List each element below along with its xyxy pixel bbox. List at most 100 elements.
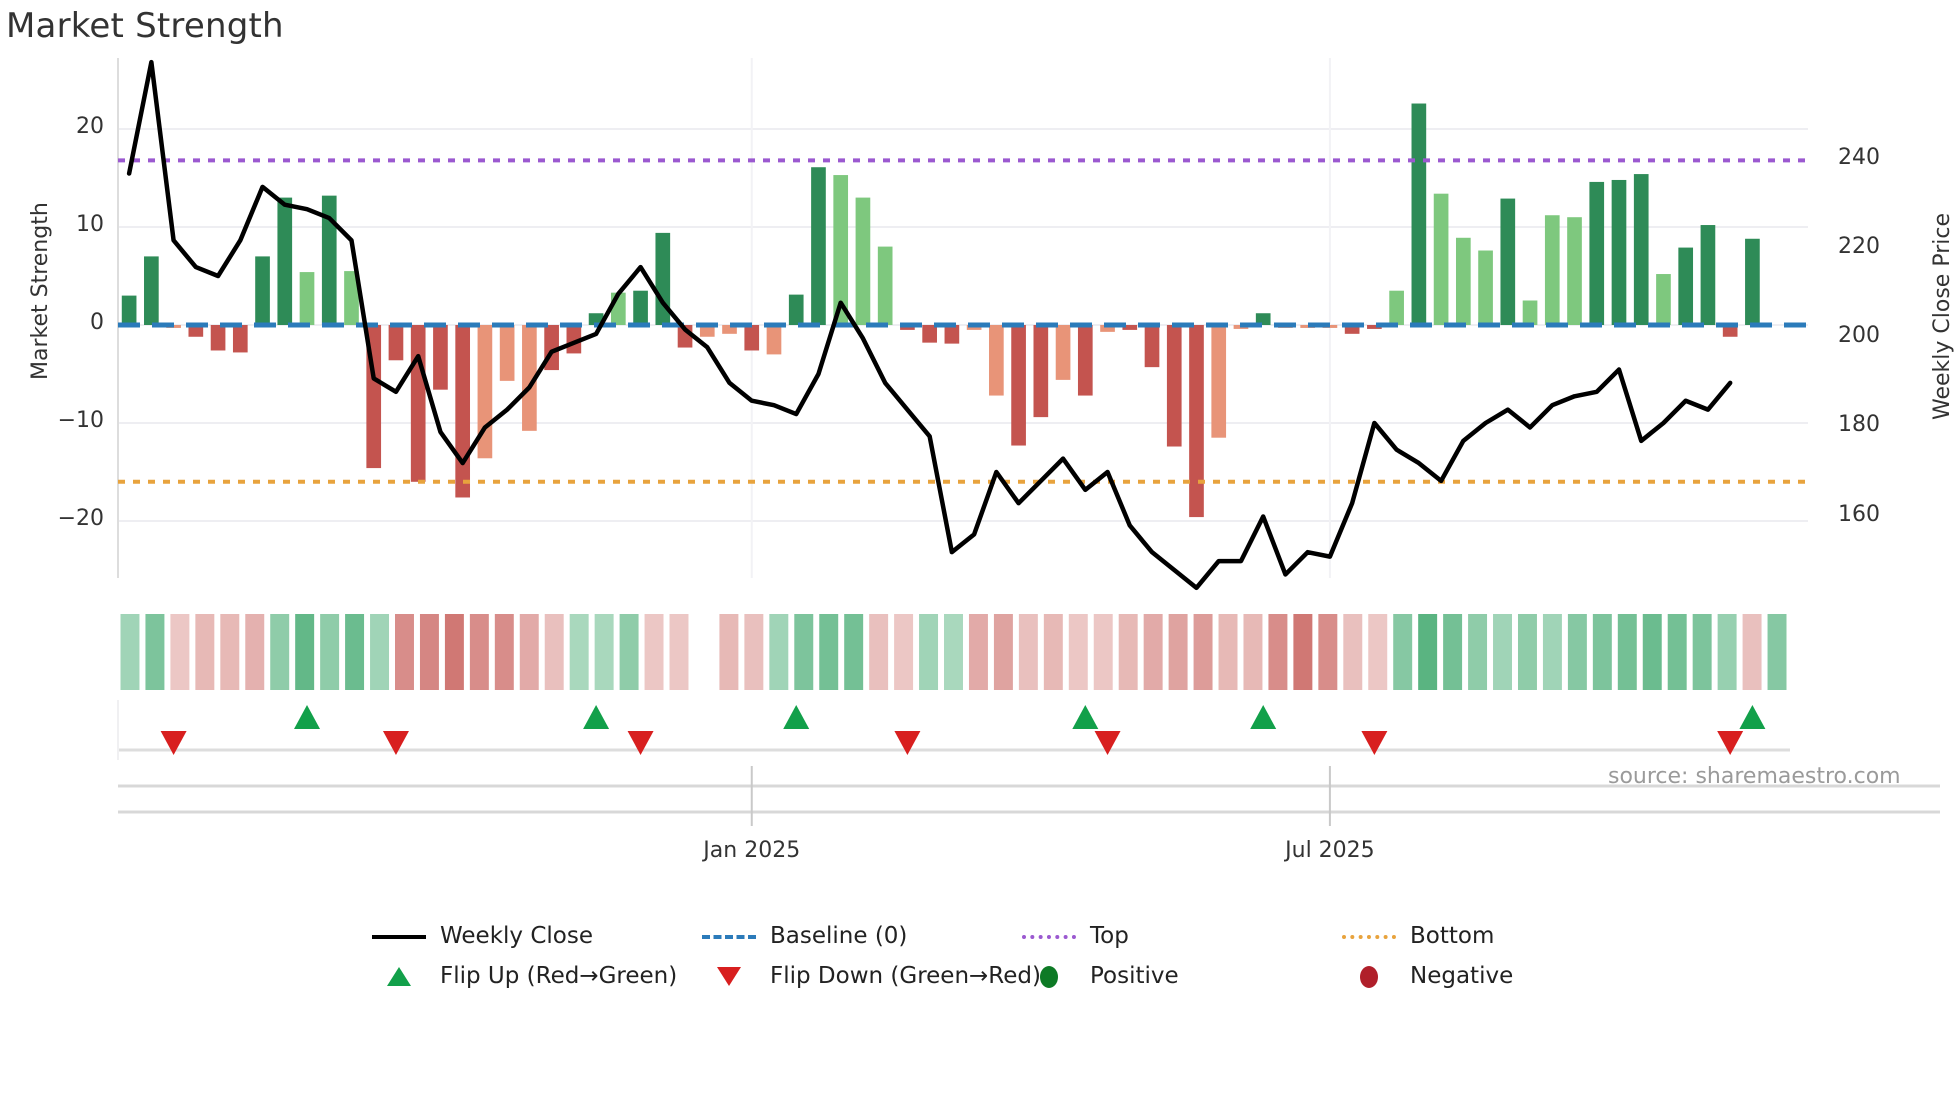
bar-market-strength[interactable] [232, 325, 248, 353]
bar-market-strength[interactable] [1033, 325, 1049, 418]
heatmap-cell[interactable] [1443, 614, 1463, 690]
heatmap-cell[interactable] [1293, 614, 1313, 690]
bar-market-strength[interactable] [1122, 325, 1138, 330]
bar-market-strength[interactable] [321, 195, 337, 325]
heatmap-cell[interactable] [1517, 614, 1537, 690]
heatmap-cell[interactable] [993, 614, 1013, 690]
heatmap-cell[interactable] [1118, 614, 1138, 690]
heatmap-cell[interactable] [1542, 614, 1562, 690]
flip-up-marker[interactable] [1739, 705, 1766, 730]
heatmap-cell[interactable] [1667, 614, 1687, 690]
bar-market-strength[interactable] [1367, 325, 1382, 329]
flip-down-marker[interactable] [382, 730, 409, 755]
heatmap-cell[interactable] [1018, 614, 1038, 690]
bar-market-strength[interactable] [766, 325, 782, 355]
heatmap-cell[interactable] [469, 614, 489, 690]
heatmap-cell[interactable] [1243, 614, 1263, 690]
flip-up-marker[interactable] [583, 705, 610, 730]
bar-market-strength[interactable] [210, 325, 226, 351]
bar-market-strength[interactable] [433, 325, 448, 390]
heatmap-cell[interactable] [1692, 614, 1712, 690]
heatmap-cell[interactable] [1468, 614, 1488, 690]
heatmap-cell[interactable] [1043, 614, 1063, 690]
heatmap-cell[interactable] [968, 614, 988, 690]
heatmap-cell[interactable] [1742, 614, 1762, 690]
bar-market-strength[interactable] [1189, 325, 1204, 518]
bar-market-strength[interactable] [1011, 325, 1026, 446]
heatmap-cell[interactable] [245, 614, 265, 690]
heatmap-cell[interactable] [1093, 614, 1113, 690]
heatmap-cell[interactable] [1168, 614, 1188, 690]
bar-market-strength[interactable] [1389, 290, 1404, 325]
bar-market-strength[interactable] [121, 295, 137, 325]
flip-up-marker[interactable] [783, 705, 810, 730]
bar-market-strength[interactable] [1589, 181, 1605, 325]
bar-market-strength[interactable] [588, 313, 604, 325]
bar-market-strength[interactable] [989, 325, 1004, 396]
heatmap-cell[interactable] [270, 614, 290, 690]
heatmap-cell[interactable] [744, 614, 764, 690]
heatmap-cell[interactable] [894, 614, 914, 690]
heatmap-cell[interactable] [1143, 614, 1163, 690]
heatmap-cell[interactable] [1368, 614, 1388, 690]
bar-market-strength[interactable] [1433, 193, 1449, 325]
legend-item-flip-up[interactable]: Flip Up (Red→Green) [370, 952, 700, 1000]
heatmap-cell[interactable] [544, 614, 564, 690]
bar-market-strength[interactable] [1166, 325, 1182, 447]
heatmap-cell[interactable] [1617, 614, 1637, 690]
bar-market-strength[interactable] [1211, 325, 1227, 438]
bar-market-strength[interactable] [499, 325, 515, 381]
heatmap-cell[interactable] [1393, 614, 1413, 690]
bar-market-strength[interactable] [944, 325, 960, 344]
bar-market-strength[interactable] [144, 256, 159, 325]
bar-market-strength[interactable] [1544, 215, 1560, 325]
bar-market-strength[interactable] [1411, 103, 1427, 326]
bar-market-strength[interactable] [833, 175, 849, 325]
bar-market-strength[interactable] [344, 271, 359, 325]
legend-item-flip-down[interactable]: Flip Down (Green→Red) [700, 952, 1041, 1000]
heatmap-cell[interactable] [1068, 614, 1088, 690]
bar-market-strength[interactable] [1522, 300, 1538, 326]
bar-market-strength[interactable] [788, 294, 804, 325]
heatmap-cell[interactable] [794, 614, 814, 690]
bar-market-strength[interactable] [1633, 174, 1649, 325]
bar-market-strength[interactable] [811, 167, 826, 325]
bar-market-strength[interactable] [277, 197, 293, 325]
flip-down-marker[interactable] [1717, 730, 1744, 755]
bar-market-strength[interactable] [1567, 217, 1582, 325]
heatmap-cell[interactable] [295, 614, 315, 690]
bar-market-strength[interactable] [1300, 325, 1316, 328]
bar-market-strength[interactable] [922, 325, 937, 343]
heatmap-cell[interactable] [345, 614, 365, 690]
heatmap-cell[interactable] [1717, 614, 1737, 690]
heatmap-cell[interactable] [395, 614, 414, 690]
bar-market-strength[interactable] [877, 246, 893, 325]
bar-market-strength[interactable] [255, 256, 270, 325]
heatmap-cell[interactable] [1767, 614, 1787, 690]
bar-market-strength[interactable] [188, 325, 204, 337]
flip-down-marker[interactable] [1094, 730, 1121, 755]
heatmap-cell[interactable] [195, 614, 215, 690]
bar-market-strength[interactable] [633, 290, 648, 325]
bar-market-strength[interactable] [855, 197, 871, 325]
legend-item-bottom[interactable]: Bottom [1340, 912, 1590, 960]
legend-item-negative[interactable]: Negative [1340, 952, 1590, 1000]
legend-item-positive[interactable]: Positive [1020, 952, 1340, 1000]
flip-down-marker[interactable] [627, 730, 654, 755]
heatmap-cell[interactable] [569, 614, 589, 690]
heatmap-cell[interactable] [494, 614, 514, 690]
heatmap-cell[interactable] [370, 614, 390, 690]
legend-item-weekly-close[interactable]: Weekly Close [370, 912, 700, 960]
legend-item-baseline[interactable]: Baseline (0) [700, 912, 1020, 960]
bar-market-strength[interactable] [1656, 274, 1671, 325]
bar-market-strength[interactable] [655, 232, 671, 325]
bar-market-strength[interactable] [1745, 238, 1760, 325]
heatmap-cell[interactable] [1418, 614, 1438, 690]
heatmap-cell[interactable] [320, 614, 340, 690]
flip-down-marker[interactable] [160, 730, 187, 755]
bar-market-strength[interactable] [1500, 198, 1516, 325]
bar-market-strength[interactable] [1100, 325, 1115, 332]
heatmap-cell[interactable] [1493, 614, 1512, 690]
heatmap-cell[interactable] [170, 614, 190, 690]
heatmap-cell[interactable] [1193, 614, 1213, 690]
